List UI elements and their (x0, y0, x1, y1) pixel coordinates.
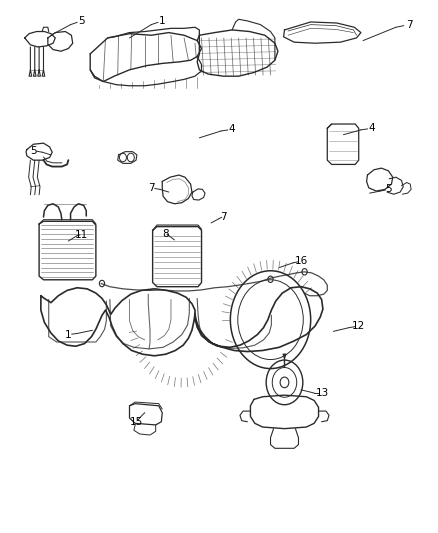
Text: 1: 1 (159, 16, 166, 26)
Text: 5: 5 (78, 16, 85, 26)
Text: 8: 8 (162, 229, 169, 239)
Text: 7: 7 (220, 212, 227, 222)
Text: 13: 13 (316, 388, 329, 398)
Text: 5: 5 (30, 146, 37, 156)
Text: 7: 7 (406, 20, 412, 30)
Text: 4: 4 (368, 123, 375, 133)
Text: 11: 11 (75, 230, 88, 240)
Text: 7: 7 (148, 183, 155, 193)
Text: 5: 5 (385, 184, 392, 195)
Text: 15: 15 (130, 417, 144, 427)
Text: 4: 4 (229, 124, 235, 134)
Text: 12: 12 (352, 321, 365, 331)
Text: 16: 16 (294, 256, 308, 266)
Text: 1: 1 (65, 329, 72, 340)
